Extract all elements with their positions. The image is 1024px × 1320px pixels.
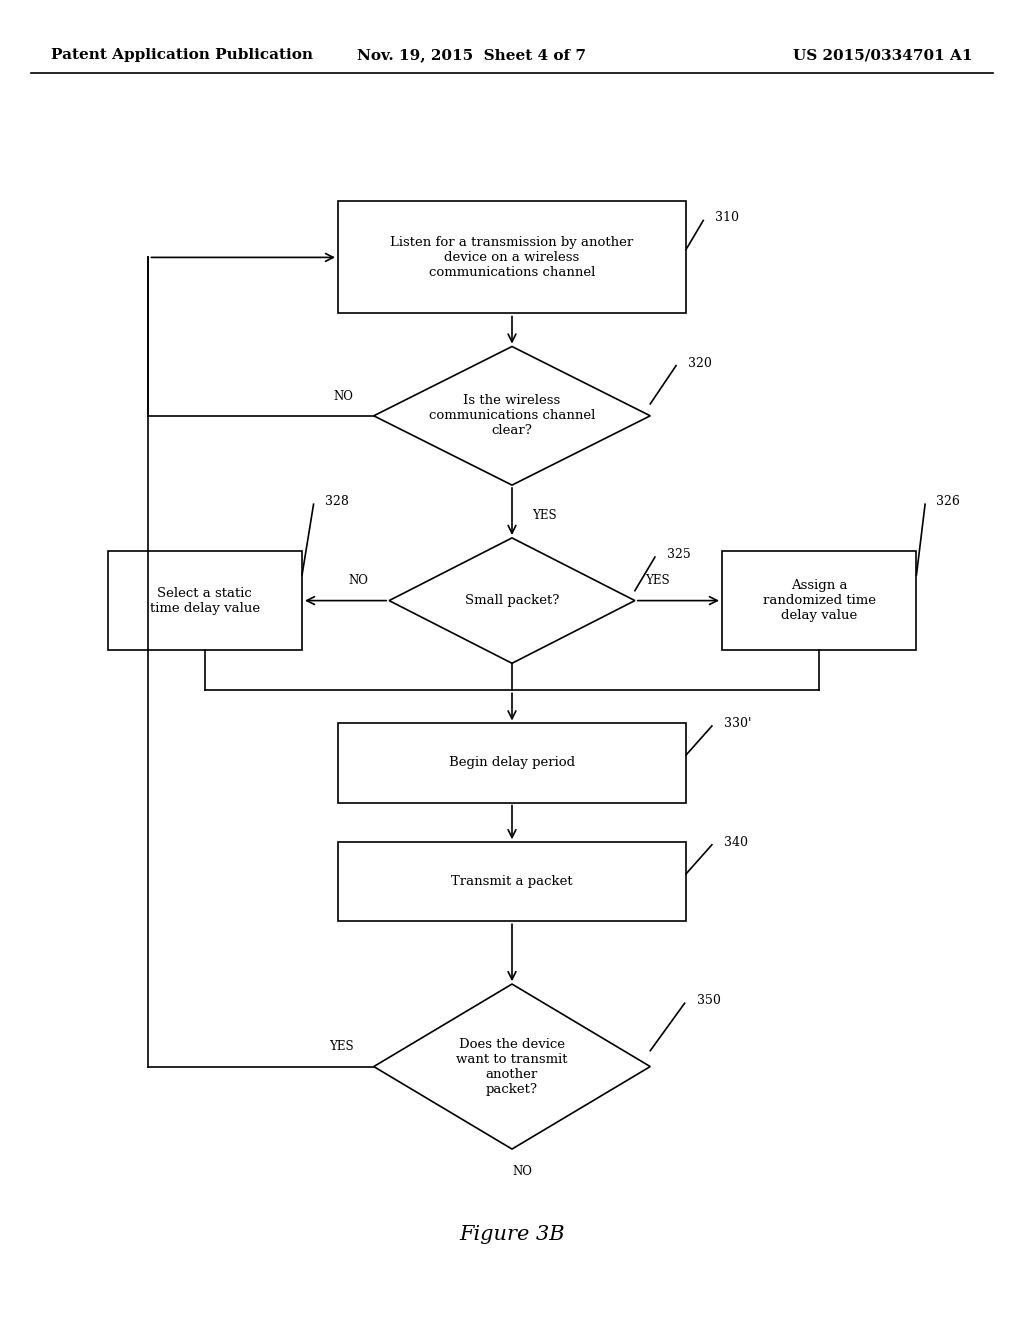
Text: 328: 328 <box>325 495 348 508</box>
Polygon shape <box>374 346 650 484</box>
Text: Listen for a transmission by another
device on a wireless
communications channel: Listen for a transmission by another dev… <box>390 236 634 279</box>
Text: 350: 350 <box>697 994 721 1007</box>
Text: Is the wireless
communications channel
clear?: Is the wireless communications channel c… <box>429 395 595 437</box>
Text: NO: NO <box>512 1166 532 1177</box>
Text: YES: YES <box>329 1040 353 1053</box>
Text: Nov. 19, 2015  Sheet 4 of 7: Nov. 19, 2015 Sheet 4 of 7 <box>356 49 586 62</box>
Text: Patent Application Publication: Patent Application Publication <box>51 49 313 62</box>
Text: Begin delay period: Begin delay period <box>449 756 575 770</box>
Bar <box>338 723 686 803</box>
Bar <box>338 201 686 314</box>
Text: NO: NO <box>349 574 369 587</box>
Text: YES: YES <box>532 510 557 521</box>
Polygon shape <box>389 539 635 664</box>
Text: Assign a
randomized time
delay value: Assign a randomized time delay value <box>763 579 876 622</box>
Text: US 2015/0334701 A1: US 2015/0334701 A1 <box>794 49 973 62</box>
Bar <box>108 552 302 651</box>
Text: 325: 325 <box>667 548 690 561</box>
Text: 330': 330' <box>724 717 752 730</box>
Text: YES: YES <box>645 574 670 587</box>
Polygon shape <box>374 985 650 1150</box>
Text: NO: NO <box>334 389 353 403</box>
Text: Figure 3B: Figure 3B <box>459 1225 565 1243</box>
Text: 310: 310 <box>715 211 738 224</box>
Bar <box>338 842 686 921</box>
Text: Transmit a packet: Transmit a packet <box>452 875 572 888</box>
Text: 340: 340 <box>724 836 748 849</box>
Text: 326: 326 <box>936 495 959 508</box>
Bar <box>722 552 916 651</box>
Text: Select a static
time delay value: Select a static time delay value <box>150 586 260 615</box>
Text: Small packet?: Small packet? <box>465 594 559 607</box>
Text: 320: 320 <box>688 356 712 370</box>
Text: Does the device
want to transmit
another
packet?: Does the device want to transmit another… <box>457 1038 567 1096</box>
